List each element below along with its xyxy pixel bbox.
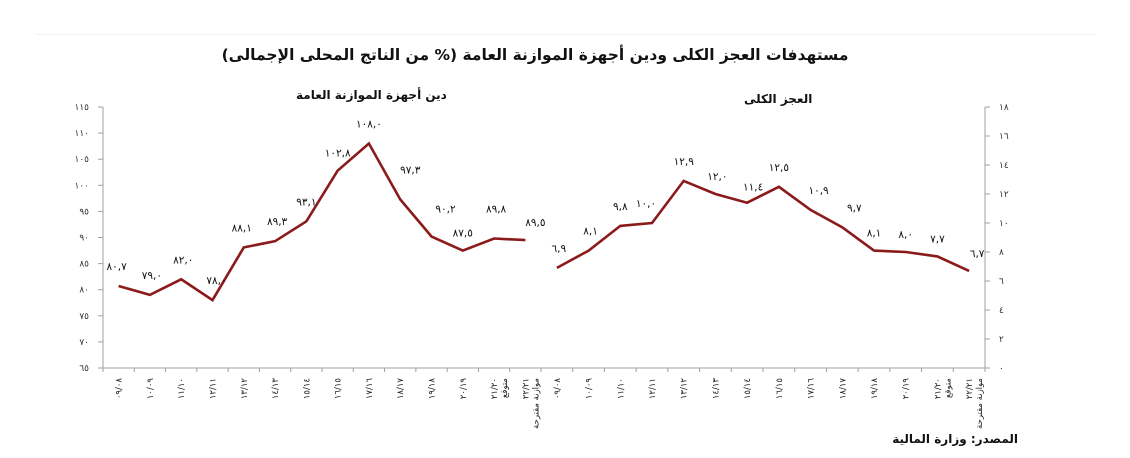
y-tick-label: ١٨ <box>999 103 1009 113</box>
x-category-label: ١٤/١٣ <box>711 378 721 400</box>
x-category-label: ١٦/١٥ <box>775 378 785 399</box>
x-category-label: ٢٢/٢١موازنة مقترحة <box>521 378 541 429</box>
y-tick-label: ٤ <box>999 306 1004 316</box>
data-point-label: ٨,٠ <box>898 229 913 241</box>
data-point-label: ٨,١ <box>583 226 598 238</box>
y-tick-label: ١٤ <box>999 161 1009 171</box>
x-category-label: ١٣/١٢ <box>680 378 690 400</box>
y-tick-label: ٧٠ <box>79 338 89 348</box>
data-point-label: ٨٧,٥ <box>453 228 473 240</box>
x-category-label: ٢٠/١٩ <box>902 378 912 400</box>
x-category-label: ٠٩/٠٨ <box>115 378 125 400</box>
data-point-label: ٩,٧ <box>847 202 862 214</box>
x-category-label: ٢١/٢٠متوقع <box>933 378 953 399</box>
x-category-label: ١٧/١٦ <box>807 378 817 400</box>
data-point-label: ٩٠,٢ <box>435 203 456 215</box>
y-tick-label: ٦ <box>999 277 1004 287</box>
data-line <box>556 179 970 273</box>
x-category-label: ١٨/١٧ <box>838 378 848 400</box>
source-note: المصدر: وزارة المالية <box>892 432 1018 446</box>
x-category-label: ١٢/١١ <box>648 378 658 399</box>
data-point-label: ٨٩,٨ <box>486 204 507 216</box>
chart-title: مستهدفات العجز الكلى ودين أجهزة الموازنة… <box>221 46 849 64</box>
deficit-line-chart: ٠ ٢ ٤ ٦ ٨ ١٠ ١٢ ١٤ ١٦ ١٨ ٠٩/٠٨ ١٠/٠٩ ١١/١٠ ١٢/١١ ١٣/١٢… <box>540 103 1009 429</box>
data-point-label: ١٠٢,٨ <box>325 148 351 160</box>
data-point-label: ٨٢,٠ <box>173 254 193 266</box>
y-tick-label: ٨٠ <box>79 286 89 296</box>
data-point-label: ١٠٨,٠ <box>356 119 382 131</box>
data-point-label: ٩٣,١ <box>296 196 316 208</box>
data-point-label: ٨٩,٣ <box>267 216 288 228</box>
data-point-label: ١٠,٩ <box>808 185 829 197</box>
data-point-label: ٨٨,١ <box>232 222 252 234</box>
data-point-label: ٨٩,٥ <box>525 217 545 229</box>
y-tick-label: ٦٥ <box>79 364 89 374</box>
data-point-label: ٨٠,٧ <box>107 261 128 273</box>
y-tick-label: ٨٥ <box>79 260 89 270</box>
data-point-label: ٨,١ <box>867 228 882 240</box>
y-tick-label: ٨ <box>999 248 1004 258</box>
y-tick-label: ١٢ <box>999 190 1009 200</box>
data-point-label: ٦,٩ <box>552 243 567 255</box>
x-category-label: ١٧/١٦ <box>365 378 375 400</box>
x-category-label: ١٢/١١ <box>209 378 219 399</box>
data-point-label: ١١,٤ <box>743 182 763 194</box>
top-rule <box>35 34 1095 35</box>
data-point-label: ٩,٨ <box>613 201 628 213</box>
y-tick-label: ١١٥ <box>74 103 89 113</box>
x-category-label: ١٦/١٥ <box>334 378 344 399</box>
data-point-label: ١٢,٩ <box>674 156 695 168</box>
x-category-label: ١٥/١٤ <box>743 378 753 399</box>
y-tick-label: ٧٥ <box>79 312 89 322</box>
y-tick-label: ١٠٠ <box>74 181 89 191</box>
x-category-label: ٠٩/٠٨ <box>553 378 563 400</box>
x-category-label: ٢٠/١٩ <box>459 378 469 400</box>
x-category-label: ١٩/١٨ <box>870 378 880 400</box>
data-point-label: ٩٧,٣ <box>400 164 421 176</box>
x-category-label: ١١/١٠ <box>177 378 187 399</box>
y-tick-label: ١٦ <box>999 132 1009 142</box>
x-category-label: ١٥/١٤ <box>302 378 312 399</box>
data-point-label: ٦,٧ <box>970 248 985 260</box>
data-point-label: ١٢,٥ <box>769 162 789 174</box>
y-tick-label: ١٠ <box>999 219 1009 229</box>
y-tick-label: ٢ <box>999 335 1004 345</box>
x-category-label: ٢٢/٢١موازنة مقترحة <box>965 378 985 429</box>
y-tick-label: ١٠٥ <box>74 155 89 165</box>
y-tick-label: ٩٠ <box>79 234 89 244</box>
x-category-label: ١٤/١٣ <box>271 378 281 400</box>
data-line <box>118 141 526 302</box>
x-category-label: ١٠/٠٩ <box>585 378 595 400</box>
x-category-label: ١٨/١٧ <box>396 378 406 400</box>
data-point-label: ١٢,٠ <box>707 171 727 183</box>
data-point-label: ٧٨,٠ <box>206 275 226 287</box>
data-point-label: ١٠,٠ <box>636 198 656 210</box>
x-category-label: ١١/١٠ <box>616 378 626 399</box>
data-point-label: ٧٩,٠ <box>142 270 162 282</box>
x-category-label: ١٠/٠٩ <box>146 378 156 400</box>
x-category-label: ١٩/١٨ <box>428 378 438 400</box>
deficit-chart-title: العجز الكلى <box>744 92 813 106</box>
debt-line-chart: ٦٥ ٧٠ ٧٥ ٨٠ ٨٥ ٩٠ ٩٥ ١٠٠ ١٠٥ ١١٠ ١١٥ ٠٩/٠٨ ١٠/٠٩ ١١/١… <box>74 103 545 429</box>
x-category-label: ٢١/٢٠متوقع <box>490 378 510 399</box>
y-tick-label: ٩٥ <box>79 207 89 217</box>
debt-chart-title: دين أجهزة الموازنة العامة <box>296 88 447 102</box>
x-category-label: ١٣/١٢ <box>240 378 250 400</box>
y-tick-label: ٠ <box>999 364 1004 374</box>
data-point-label: ٧,٧ <box>930 233 945 245</box>
y-tick-label: ١١٠ <box>74 129 89 139</box>
